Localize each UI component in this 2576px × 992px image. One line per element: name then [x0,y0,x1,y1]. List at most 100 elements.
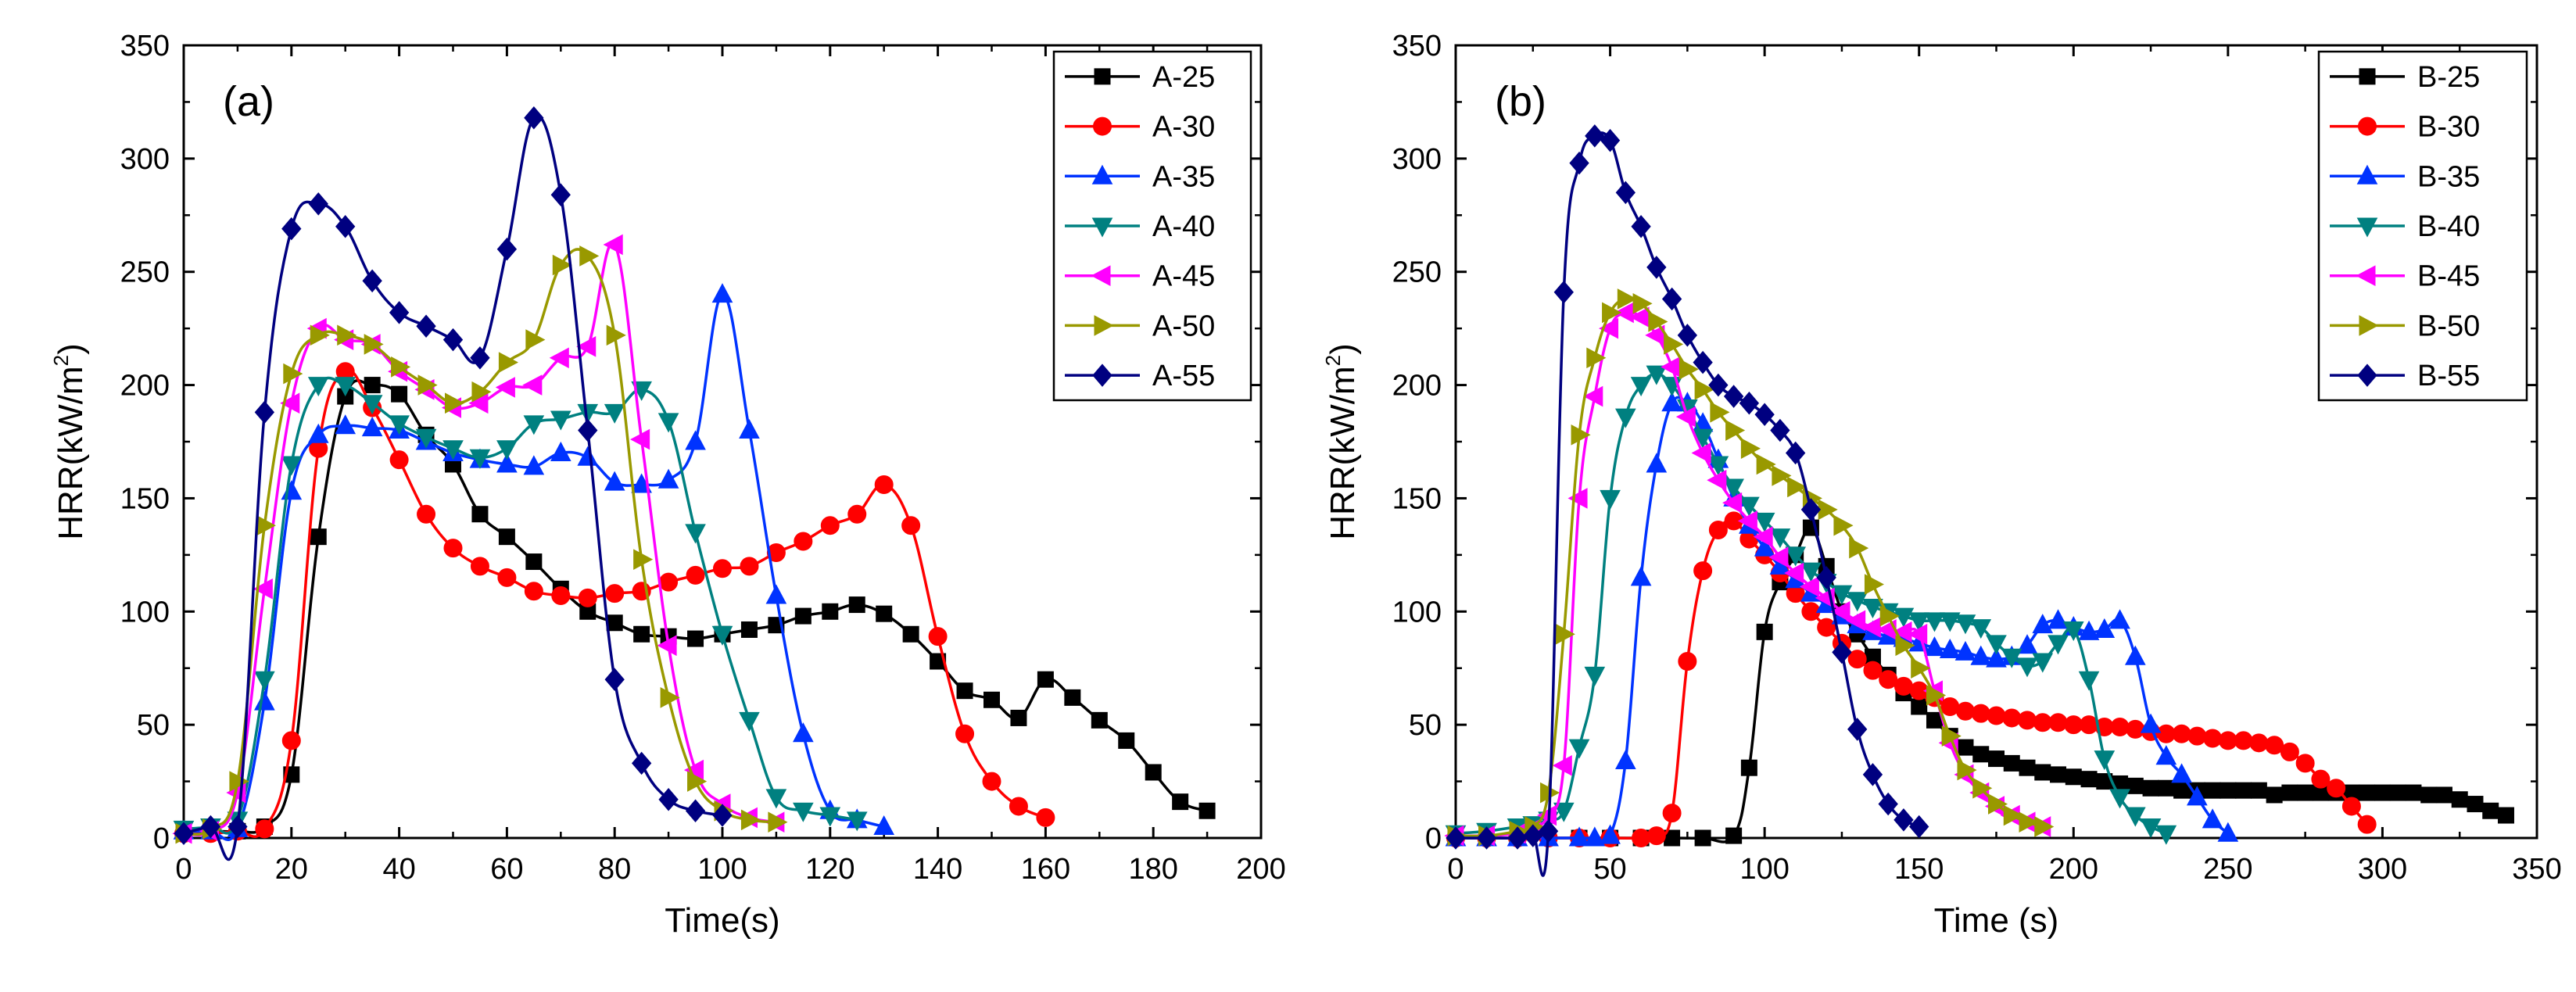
data-point [1939,638,1961,659]
y-tick-label: 150 [1392,482,1442,515]
legend-entry-b-55: B-55 [2330,360,2480,392]
data-point [819,807,841,827]
data-point [2109,609,2130,629]
data-point [1739,391,1760,415]
y-axis-label-close: ) [52,343,90,355]
data-point [687,630,704,647]
data-point [2467,796,2484,813]
data-point [1617,288,1637,310]
x-tick-label: 100 [697,853,747,886]
legend-label: B-45 [2417,260,2480,293]
data-point [1632,292,1653,314]
data-point [1583,385,1603,407]
data-point [2001,648,2022,668]
data-point [1723,478,1744,499]
data-point [2482,802,2499,819]
x-tick-label: 150 [1894,853,1944,886]
panel-label: (b) [1495,78,1546,125]
legend-marker [1094,68,1111,85]
data-point [2173,782,2191,799]
data-point [1538,819,1559,843]
series-a-40 [173,376,868,840]
data-point [498,352,518,373]
data-point [229,771,249,792]
data-point [2002,708,2022,728]
data-point [2080,771,2098,788]
data-point [1769,528,1791,549]
data-point [1863,661,1883,680]
legend-marker [1091,217,1113,238]
legend-marker [1091,265,1111,287]
data-point [2341,797,2361,816]
data-point [1725,827,1743,844]
data-point [1846,610,1866,632]
series-line [183,292,885,841]
data-point [579,245,600,267]
y-tick-label: 350 [120,30,170,63]
data-point [1754,403,1775,427]
data-point [578,588,597,607]
data-point [2124,807,2146,827]
data-point [2172,724,2191,743]
data-point [1768,546,1789,568]
data-point [739,711,760,732]
y-tick-label: 300 [120,143,170,176]
data-point [552,254,572,276]
x-tick-label: 250 [2203,853,2252,886]
data-point [1010,709,1027,726]
data-point [1986,635,2007,655]
series-a-45 [172,234,785,844]
data-point [1679,358,1699,380]
data-point [1707,456,1729,476]
data-point [711,283,733,303]
data-point [1909,815,1929,839]
data-point [2327,779,2346,798]
data-point [470,346,490,370]
x-tick-label: 0 [175,853,192,886]
data-point [2050,766,2067,783]
data-point [2048,609,2069,629]
data-point [2109,789,2130,809]
data-point [1754,512,1775,532]
legend-label: A-45 [1152,260,1215,293]
data-point [469,449,491,469]
data-point [228,815,248,839]
data-point [254,690,275,711]
data-point [1661,287,1682,311]
data-point [1785,546,1806,567]
data-point [389,450,409,470]
data-point [578,418,598,442]
data-point [2357,815,2377,834]
legend-entry-a-55: A-55 [1065,360,1215,392]
legend-label: B-25 [2417,61,2480,94]
data-point [930,653,947,670]
data-point [1567,488,1588,509]
data-point [983,691,1000,708]
data-point [1878,792,1898,816]
data-point [793,802,814,822]
data-point [1864,574,1885,595]
data-point [2034,764,2051,781]
data-point [2034,816,2055,837]
data-point [2311,769,2331,789]
data-point [658,787,679,811]
data-point [1037,671,1054,688]
data-point [445,392,465,414]
legend-label: A-40 [1152,210,1215,243]
data-point [524,106,544,130]
data-point [1800,562,1822,582]
data-point [2019,811,2039,833]
data-point [523,415,545,435]
data-point [1646,365,1668,385]
data-point [254,400,275,424]
x-tick-label: 20 [275,853,308,886]
data-point [1770,418,1790,442]
data-point [633,625,650,643]
data-point [1036,808,1055,827]
legend-marker [2356,217,2378,238]
data-point [524,582,543,601]
series-line [1455,310,2044,838]
data-point [496,453,518,473]
legend-entry-b-35: B-35 [2330,160,2480,193]
legend-label: A-35 [1152,160,1215,193]
